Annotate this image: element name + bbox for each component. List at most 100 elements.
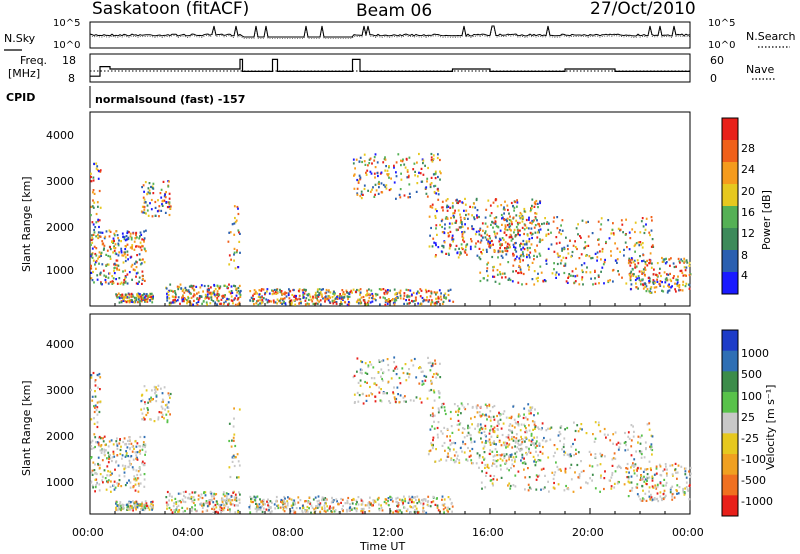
- velocity-cell: [156, 388, 159, 391]
- velocity-cell: [572, 442, 574, 446]
- power-cell: [372, 294, 374, 297]
- power-cell: [123, 236, 126, 239]
- velocity-cell: [119, 452, 122, 456]
- power-cell: [362, 295, 365, 299]
- velocity-cbtick-neg500: -500: [741, 474, 766, 487]
- velocity-cell: [646, 468, 649, 471]
- velocity-cell: [399, 382, 402, 385]
- power-cell: [499, 273, 502, 276]
- velocity-cell: [169, 413, 171, 416]
- velocity-cell: [526, 418, 529, 421]
- power-cell: [596, 259, 598, 262]
- velocity-cell: [624, 431, 626, 435]
- power-cell: [141, 205, 144, 208]
- power-cell: [445, 216, 448, 219]
- power-cell: [688, 264, 691, 267]
- velocity-cell: [651, 485, 654, 488]
- power-cell: [652, 273, 655, 276]
- power-cell: [446, 198, 449, 201]
- power-cell: [519, 211, 522, 215]
- velocity-cell: [501, 453, 503, 456]
- velocity-cell: [374, 500, 377, 504]
- power-cell: [429, 295, 432, 298]
- power-cell: [539, 265, 542, 268]
- velocity-cell: [535, 461, 537, 464]
- velocity-cell: [653, 497, 656, 500]
- velocity-cell: [90, 376, 93, 379]
- power-cell: [486, 250, 488, 253]
- velocity-cell: [356, 501, 358, 504]
- power-cell: [146, 209, 149, 212]
- power-cell: [231, 223, 234, 226]
- velocity-cell: [489, 416, 492, 419]
- velocity-cell: [663, 478, 666, 481]
- power-cell: [591, 256, 594, 260]
- velocity-cell: [128, 479, 130, 482]
- power-cell: [463, 230, 466, 234]
- velocity-cell: [574, 471, 576, 474]
- power-cell: [234, 216, 236, 220]
- power-cell: [634, 243, 637, 246]
- velocity-cell: [430, 380, 433, 383]
- velocity-cell: [510, 466, 512, 470]
- power-cell: [455, 219, 458, 222]
- velocity-cell: [94, 472, 96, 475]
- power-cell: [113, 245, 115, 248]
- velocity-cell: [271, 510, 273, 513]
- power-cell: [474, 233, 477, 236]
- power-cell: [651, 238, 654, 241]
- velocity-cell: [688, 498, 691, 501]
- velocity-cell: [141, 418, 143, 421]
- power-cell: [359, 176, 362, 179]
- power-cell: [533, 258, 535, 261]
- cpid-text: normalsound (fast) -157: [95, 93, 245, 106]
- velocity-cell: [452, 459, 455, 462]
- power-cell: [131, 299, 133, 302]
- velocity-cell: [525, 427, 527, 430]
- power-cell: [463, 217, 466, 220]
- velocity-ytick-3000: 3000: [46, 384, 74, 397]
- power-cell: [190, 292, 192, 295]
- velocity-cell: [421, 498, 423, 502]
- velocity-cell: [542, 467, 545, 470]
- power-cell: [137, 282, 139, 285]
- power-cell: [523, 207, 526, 211]
- power-cell: [365, 173, 368, 176]
- power-cell: [681, 271, 684, 274]
- power-cell: [130, 265, 133, 268]
- power-cell: [143, 198, 146, 201]
- power-cell: [93, 281, 95, 284]
- power-cell: [567, 275, 570, 278]
- velocity-cell: [437, 390, 440, 393]
- velocity-cell: [639, 498, 642, 501]
- velocity-cell: [283, 495, 286, 499]
- velocity-cell: [234, 498, 236, 501]
- power-cell: [228, 231, 231, 234]
- velocity-cell: [410, 359, 413, 362]
- power-cell: [435, 297, 437, 300]
- power-cell: [478, 230, 480, 233]
- velocity-cell: [560, 425, 563, 428]
- velocity-cell: [519, 414, 521, 417]
- velocity-cell: [502, 441, 505, 444]
- velocity-cell: [427, 504, 430, 507]
- velocity-cell: [594, 453, 597, 456]
- power-cell: [439, 158, 441, 162]
- power-cell: [634, 263, 636, 266]
- power-cell: [370, 172, 373, 175]
- velocity-cell: [98, 435, 101, 439]
- velocity-cell: [429, 369, 432, 372]
- power-cell: [508, 222, 511, 225]
- velocity-cell: [177, 510, 179, 513]
- nsky-label: N.Sky: [4, 32, 36, 45]
- velocity-cell: [344, 502, 347, 505]
- power-cell: [661, 256, 663, 260]
- power-cell: [465, 209, 468, 212]
- power-cell: [528, 218, 530, 221]
- power-cell: [216, 290, 219, 293]
- velocity-cell: [90, 447, 93, 450]
- power-cell: [536, 244, 538, 247]
- power-cell: [634, 250, 636, 253]
- velocity-cell: [366, 372, 369, 375]
- velocity-cell: [448, 507, 451, 511]
